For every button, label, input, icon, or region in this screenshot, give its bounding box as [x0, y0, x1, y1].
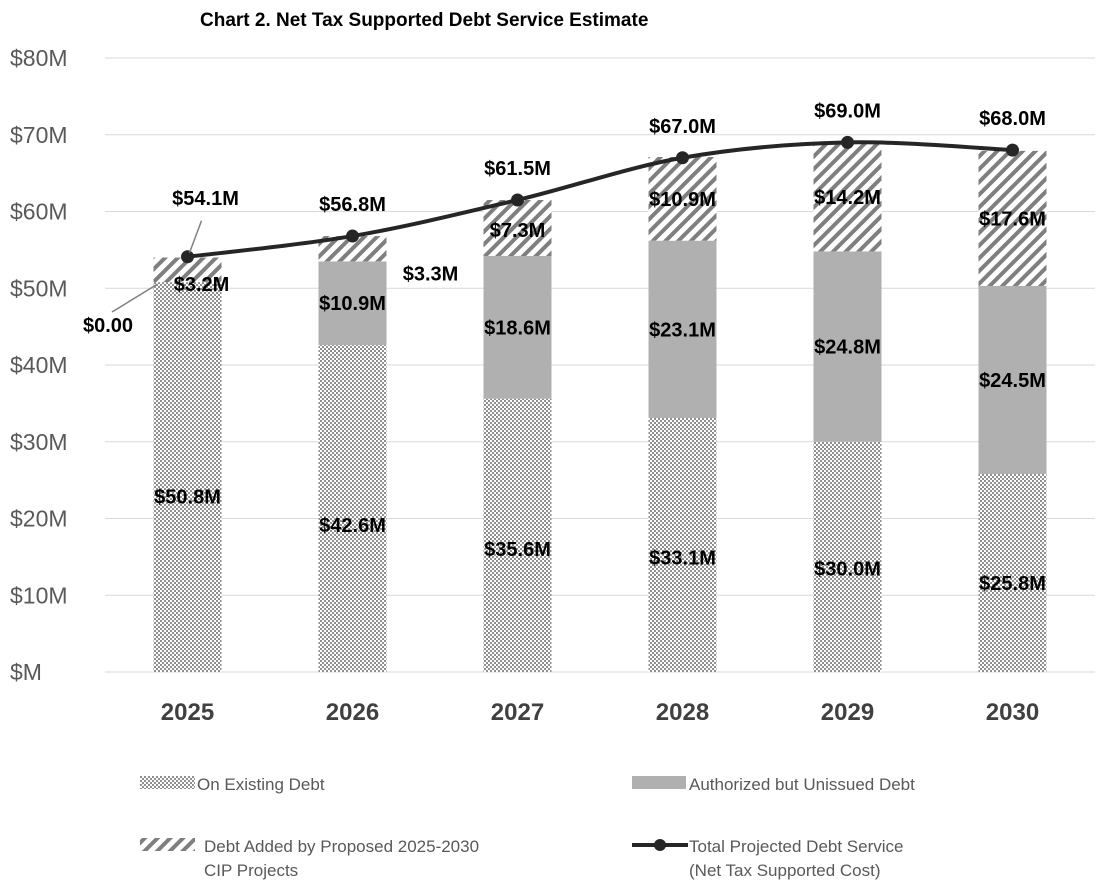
total-line-layer: [111, 135, 1019, 313]
y-tick-label: $30M: [10, 429, 68, 455]
bar-debt-added-by-proposed-2025-2030-cip-projects-2029: [813, 142, 882, 252]
annotation-leader: [111, 283, 158, 313]
legend-swatch-authorized-unissued: [632, 776, 686, 789]
data-label-authorized-but-unissued-debt-2029: $24.8M: [814, 337, 881, 359]
bar-debt-added-by-proposed-2025-2030-cip-projects-2027: [483, 199, 552, 257]
bar-on-existing-debt-2026: [318, 345, 387, 672]
data-label-on-existing-debt-2028: $33.1M: [649, 548, 716, 570]
x-tick-label-2030: 2030: [986, 699, 1039, 726]
total-point-2028: [676, 151, 689, 165]
x-tick-label-2025: 2025: [161, 699, 214, 726]
legend-label-cip-projects-line1: Debt Added by Proposed 2025-2030: [204, 837, 479, 856]
total-point-2030: [1006, 143, 1019, 157]
legend-label-existing-debt: On Existing Debt: [197, 775, 325, 794]
data-label-on-existing-debt-2027: $35.6M: [484, 539, 551, 561]
data-label-authorized-but-unissued-debt-2030: $24.5M: [979, 370, 1046, 392]
legend-swatch-existing-debt: [140, 776, 195, 789]
data-label-authorized-but-unissued-debt-2026: $10.9M: [319, 293, 386, 315]
bar-debt-added-by-proposed-2025-2030-cip-projects-2028: [648, 157, 717, 241]
data-label-on-existing-debt-2030: $25.8M: [979, 573, 1046, 595]
legend-swatch-cip-projects: [140, 838, 195, 851]
y-tick-label: $M: [10, 659, 42, 685]
bar-on-existing-debt-2030: [978, 473, 1047, 672]
y-tick-label: $50M: [10, 275, 68, 301]
data-label-on-existing-debt-2025: $50.8M: [154, 487, 221, 509]
x-tick-label-2029: 2029: [821, 699, 874, 726]
total-point-2026: [346, 229, 359, 243]
x-axis-tick-labels: 2025 2026 2027 2028 2029 2030: [161, 699, 1039, 726]
stacked-bars: [153, 142, 1047, 672]
data-label-debt-added-by-proposed-2025-2030-cip-projects-2029: $14.2M: [814, 187, 881, 209]
bar-authorized-but-unissued-debt-2028: [648, 240, 717, 418]
y-tick-label: $70M: [10, 122, 68, 148]
legend-label-total-line1: Total Projected Debt Service: [689, 837, 904, 856]
data-label-authorized-but-unissued-debt-2028: $23.1M: [649, 319, 716, 341]
y-tick-label: $20M: [10, 506, 68, 532]
total-point-2025: [181, 250, 194, 264]
y-tick-label: $10M: [10, 582, 68, 608]
total-label-2030: $68.0M: [979, 108, 1046, 130]
legend: On Existing Debt Authorized but Unissued…: [140, 775, 915, 880]
legend-item-existing-debt: On Existing Debt: [140, 775, 325, 794]
legend-swatch-total-marker: [654, 839, 666, 851]
data-labels: $50.8M $3.2M $42.6M $10.9M $3.3M $35.6M $18.6M…: [83, 100, 1046, 594]
data-label-on-existing-debt-2029: $30.0M: [814, 558, 881, 580]
data-label-authorized-but-unissued-debt-2027: $18.6M: [484, 317, 551, 339]
total-label-2028: $67.0M: [649, 116, 716, 138]
total-debt-service-line: [187, 140, 1013, 259]
data-label-debt-added-by-proposed-2025-2030-cip-projects-2030: $17.6M: [979, 208, 1046, 230]
annotation-label: $0.00: [83, 315, 133, 337]
data-label-on-existing-debt-2026: $42.6M: [319, 515, 386, 537]
legend-item-authorized-unissued: Authorized but Unissued Debt: [632, 775, 915, 794]
legend-item-cip-projects: Debt Added by Proposed 2025-2030 CIP Pro…: [140, 837, 479, 880]
y-tick-label: $60M: [10, 199, 68, 225]
legend-label-authorized-unissued: Authorized but Unissued Debt: [689, 775, 915, 794]
bar-authorized-but-unissued-debt-2026: [318, 261, 387, 346]
legend-label-cip-projects-line2: CIP Projects: [204, 861, 298, 880]
legend-label-total-line2: (Net Tax Supported Cost): [689, 861, 881, 880]
x-tick-label-2026: 2026: [326, 699, 379, 726]
data-label-debt-added-by-proposed-2025-2030-cip-projects-2027: $7.3M: [490, 220, 546, 242]
x-tick-label-2028: 2028: [656, 699, 709, 726]
gridlines: [105, 57, 1095, 673]
bar-debt-added-by-proposed-2025-2030-cip-projects-2030: [978, 150, 1047, 286]
y-axis-tick-labels: $M $10M $20M $30M $40M $50M $60M $70M $80M: [10, 45, 68, 685]
y-tick-label: $80M: [10, 45, 68, 71]
data-label-debt-added-by-proposed-2025-2030-cip-projects-2028: $10.9M: [649, 189, 716, 211]
bar-on-existing-debt-2027: [483, 398, 552, 672]
total-label-2026: $56.8M: [319, 194, 386, 216]
data-label-debt-added-by-proposed-2025-2030-cip-projects-2026: $3.3M: [403, 264, 459, 286]
total-label-2027: $61.5M: [484, 158, 551, 180]
total-label-2029: $69.0M: [814, 100, 881, 122]
total-label-2025: $54.1M: [172, 188, 239, 210]
data-label-debt-added-by-proposed-2025-2030-cip-projects-2025: $3.2M: [174, 274, 230, 296]
bar-on-existing-debt-2029: [813, 441, 882, 672]
y-tick-label: $40M: [10, 352, 68, 378]
bar-authorized-but-unissued-debt-2027: [483, 256, 552, 399]
total-point-2029: [841, 135, 854, 149]
bar-on-existing-debt-2025: [153, 282, 222, 672]
bar-authorized-but-unissued-debt-2030: [978, 285, 1047, 474]
total-label-leader-2025: [188, 220, 203, 254]
legend-item-total-debt-service: Total Projected Debt Service (Net Tax Su…: [632, 837, 904, 880]
total-point-2027: [511, 193, 524, 207]
chart-title: Chart 2. Net Tax Supported Debt Service …: [200, 10, 648, 31]
bar-on-existing-debt-2028: [648, 417, 717, 672]
bar-authorized-but-unissued-debt-2029: [813, 251, 882, 442]
x-tick-label-2027: 2027: [491, 699, 544, 726]
